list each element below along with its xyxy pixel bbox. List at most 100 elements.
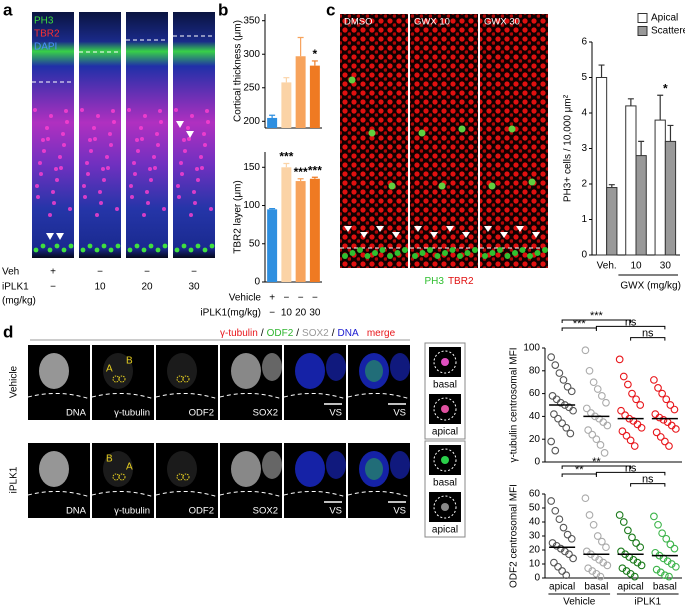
image-detail [430,232,438,238]
legend-swatch [637,26,648,36]
condition-cell: 20 [295,308,307,319]
image-detail [179,161,183,165]
image-detail [41,138,45,142]
image-detail [512,250,518,256]
inset-label: apical [432,427,458,438]
image-detail [133,172,137,176]
error-bar [269,207,276,210]
image-detail [176,375,184,383]
stain-caption: PH3 TBR2 [424,276,473,287]
data-point [559,376,568,384]
micrograph [410,14,478,268]
x-tick-label: 10 [630,261,642,272]
image-detail [134,243,140,249]
image-detail [65,120,69,124]
panel-label: a [3,0,13,19]
error-bar [657,94,664,121]
x-tick-label: Veh. [597,261,617,272]
condition-cell: 10 [281,308,293,319]
data-point [650,512,658,521]
image-detail [542,247,548,253]
condition-cell: − [283,293,289,304]
x-tick-label: 30 [660,261,672,272]
y-tick-label: 50 [249,238,261,249]
image-detail [186,126,190,130]
image-detail [47,247,53,253]
image-detail [342,253,348,259]
image-detail [390,451,410,479]
image-detail [136,149,140,153]
data-point [600,449,609,457]
image-detail [27,491,91,498]
x-tick-label: basal [584,582,608,593]
data-point [602,543,610,552]
inset-label: basal [433,380,457,391]
bar [267,117,278,128]
significance-bracket [630,483,666,487]
image-detail [464,250,471,256]
significance-bracket [561,473,597,477]
spot-label: B [126,356,133,367]
data-point [670,405,679,414]
condition-cell: − [298,293,304,304]
x-tick-label: apical [549,582,575,593]
image-detail [158,109,162,113]
image-detail [433,350,457,374]
data-point [666,401,675,409]
image-detail [412,253,418,259]
error-bar [297,178,304,182]
image-detail [155,393,219,400]
data-point [562,571,571,580]
bar [281,82,292,128]
condition-cell: − [312,293,318,304]
error-bar [297,36,304,57]
image-detail [182,375,190,383]
error-bar [608,184,615,188]
image-detail [489,250,496,256]
image-detail [91,393,155,400]
data-point [654,520,662,529]
data-point [661,571,669,580]
image-detail [419,250,426,256]
image-detail [155,132,159,136]
image-detail [189,213,193,217]
image-detail [516,226,524,232]
image-detail [143,114,147,118]
data-point [636,401,645,409]
data-point [652,428,661,437]
image-detail [188,247,194,253]
micrograph [126,12,168,258]
image-detail [500,232,508,238]
image-detail [519,247,526,253]
stain-label: TBR2 [448,276,474,287]
data-point [602,398,610,407]
significance: ns [625,462,637,474]
data-point [603,561,612,570]
image-detail [87,243,93,249]
y-tick-label: 150 [243,162,260,173]
image-detail [108,132,112,136]
y-tick-label: 50 [529,503,541,514]
image-detail [379,247,386,253]
image-detail [153,166,157,170]
image-detail [96,114,100,118]
bar [295,181,306,282]
data-point [658,529,666,538]
y-tick-label: 60 [529,388,541,399]
image-detail [368,129,376,137]
row-label: Veh [2,267,19,278]
image-detail [83,195,87,199]
data-point [658,389,666,398]
image-label: SOX2 [253,408,278,419]
image-detail [39,451,69,487]
image-detail [174,247,180,253]
significance: ** [575,464,584,476]
micrograph [480,14,548,268]
image-detail [295,451,325,487]
image-detail [118,473,126,481]
image-label: SOX2 [253,506,278,517]
data-point [598,392,606,400]
bar [309,178,320,282]
image-detail [103,451,133,487]
image-detail [85,161,89,165]
